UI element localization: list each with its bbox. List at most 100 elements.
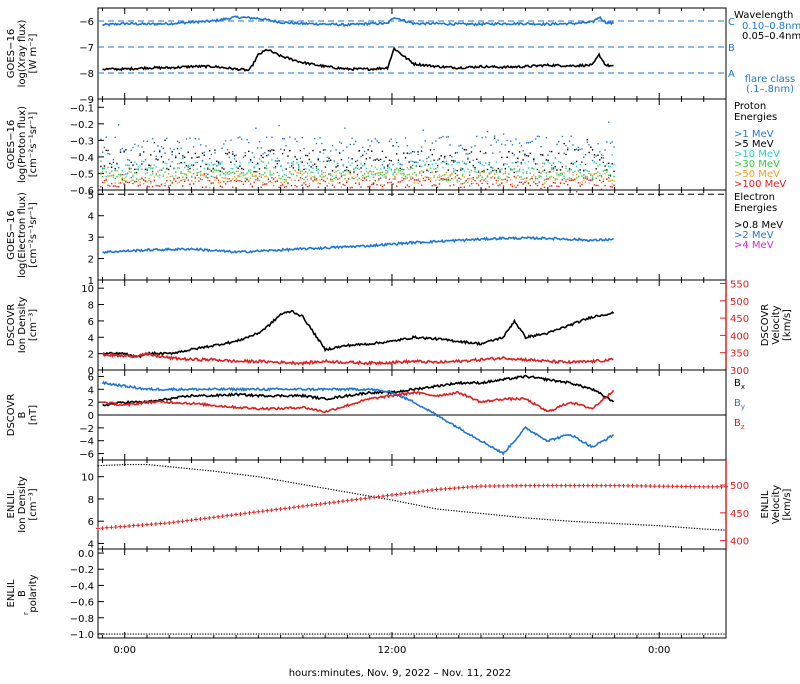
data-point <box>577 146 580 148</box>
data-point <box>121 147 124 150</box>
data-point <box>720 633 722 635</box>
data-point <box>274 160 277 163</box>
data-point <box>360 163 362 165</box>
data-point <box>105 149 107 152</box>
data-point <box>379 168 382 170</box>
data-point <box>412 160 414 162</box>
data-point <box>354 176 357 178</box>
data-point <box>198 177 200 179</box>
data-point <box>599 172 601 175</box>
data-point <box>319 486 322 489</box>
data-point <box>397 181 400 183</box>
data-point <box>236 473 239 475</box>
data-point <box>367 173 369 175</box>
data-point <box>482 513 485 515</box>
data-point <box>390 169 393 171</box>
data-point <box>347 161 350 163</box>
data-point <box>315 169 318 172</box>
data-point <box>599 163 601 166</box>
data-point <box>595 172 597 175</box>
data-point <box>566 148 569 151</box>
data-point <box>219 185 221 187</box>
data-point <box>111 464 113 466</box>
data-point <box>365 494 367 497</box>
data-point <box>583 174 585 176</box>
data-point <box>358 177 360 179</box>
data-point <box>428 156 430 158</box>
data-point <box>116 464 118 466</box>
data-point <box>175 175 177 177</box>
data-point <box>386 633 388 635</box>
data-point <box>271 159 273 161</box>
data-point <box>226 153 229 155</box>
data-point <box>426 160 428 163</box>
data-point <box>159 465 161 467</box>
data-point <box>597 175 599 177</box>
data-point <box>356 175 359 177</box>
data-point <box>656 525 658 527</box>
data-point <box>617 483 622 488</box>
data-point <box>529 184 531 187</box>
data-point <box>592 521 594 523</box>
data-point <box>317 186 319 188</box>
data-point <box>114 464 116 466</box>
data-point <box>401 168 403 170</box>
data-point <box>144 173 147 175</box>
data-point <box>451 177 453 180</box>
data-point <box>490 172 492 174</box>
data-point <box>399 501 402 503</box>
data-point <box>483 179 485 181</box>
data-point <box>273 153 275 155</box>
data-point <box>232 153 234 155</box>
data-point <box>118 124 120 126</box>
data-point <box>452 486 457 491</box>
y2-tick-label: 450 <box>730 314 749 325</box>
data-point <box>381 164 384 166</box>
data-point <box>260 174 262 176</box>
data-point <box>593 161 596 163</box>
data-point <box>297 179 300 182</box>
data-point <box>648 484 653 489</box>
data-point <box>370 633 372 635</box>
data-point <box>395 153 398 155</box>
data-point <box>584 633 586 635</box>
data-point <box>428 176 430 179</box>
data-point <box>410 176 412 178</box>
data-point <box>289 166 291 169</box>
data-point <box>274 507 279 512</box>
data-point <box>513 171 515 174</box>
legend-entry: 0.05–0.4nm <box>742 31 800 42</box>
data-point <box>481 170 483 173</box>
data-point <box>477 633 479 635</box>
data-point <box>472 166 474 168</box>
data-point <box>321 178 323 181</box>
data-point <box>119 151 122 153</box>
data-point <box>465 153 467 155</box>
data-point <box>415 179 417 181</box>
data-point <box>333 633 335 635</box>
data-point <box>501 168 503 170</box>
series-red-points <box>100 172 615 193</box>
data-point <box>560 519 562 522</box>
data-point <box>527 182 530 185</box>
data-point <box>310 161 312 163</box>
data-point <box>160 184 163 186</box>
data-point <box>538 181 540 183</box>
data-point <box>451 156 453 158</box>
data-point <box>583 169 585 172</box>
data-point <box>299 157 302 160</box>
data-point <box>365 158 368 160</box>
data-point <box>386 498 388 500</box>
data-point <box>219 174 221 176</box>
y-axis-label: DSCOVR <box>6 304 17 347</box>
data-point <box>391 499 394 501</box>
data-point <box>183 173 186 175</box>
data-point <box>524 153 526 156</box>
data-point <box>563 177 565 180</box>
data-point <box>273 184 275 187</box>
data-point <box>675 633 677 635</box>
data-point <box>351 492 354 494</box>
data-point <box>193 517 198 522</box>
data-point <box>451 159 453 162</box>
data-point <box>258 158 261 160</box>
